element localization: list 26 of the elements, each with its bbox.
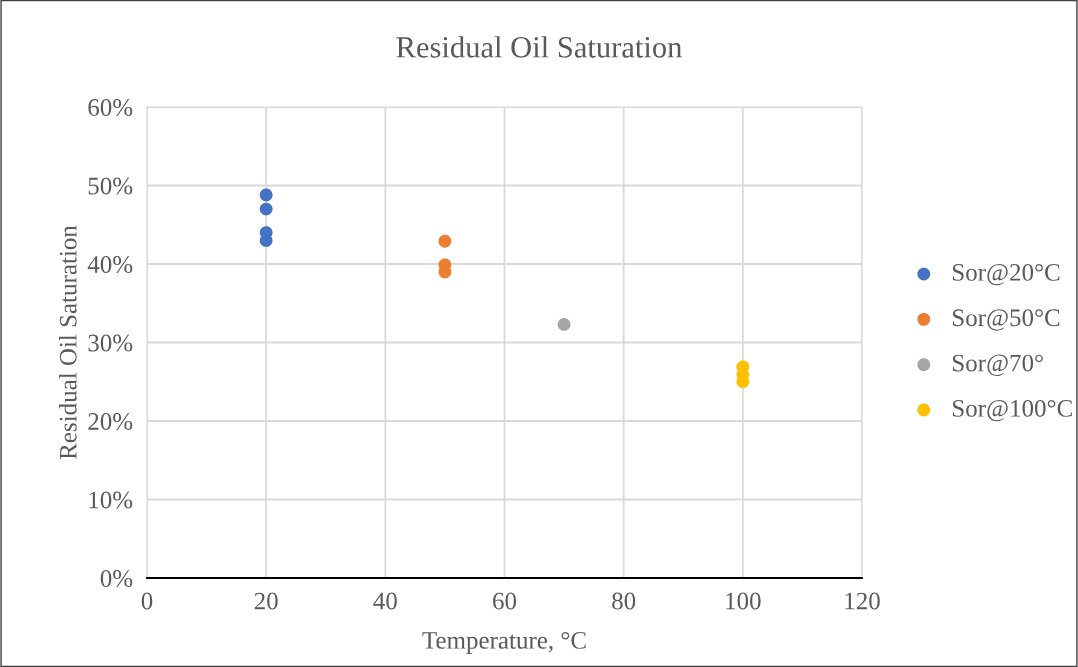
x-tick-label: 20 — [254, 592, 278, 610]
point — [438, 234, 452, 248]
legend-label: Sor@100°C — [952, 399, 1072, 422]
x-tick-label: 40 — [373, 592, 397, 610]
y-tick-label: 60% — [88, 99, 133, 116]
y-tick-label: 0% — [100, 570, 133, 587]
legend-label: Sor@70° — [952, 354, 1043, 376]
point — [259, 188, 273, 202]
legend-label: Sor@20°C — [952, 263, 1060, 286]
legend-label: Sor@50°C — [952, 309, 1060, 331]
point — [557, 318, 571, 331]
x-tick-label: 60 — [493, 592, 517, 610]
point — [259, 202, 273, 216]
x-tick-label: 120 — [845, 592, 880, 610]
y-tick-label: 50% — [88, 177, 133, 195]
y-axis-title: Residual Oil Saturation — [59, 225, 77, 460]
y-tick-label: 20% — [88, 413, 133, 430]
x-tick-label: 0 — [141, 592, 153, 610]
x-tick-label: 80 — [612, 592, 636, 610]
point — [259, 234, 273, 247]
chart-title: Residual Oil Saturation — [396, 36, 682, 58]
y-tick-label: 30% — [88, 334, 133, 352]
y-tick-label: 40% — [87, 256, 133, 273]
x-axis-title: Temperature, °C — [422, 631, 586, 654]
y-tick-label: 10% — [89, 491, 133, 509]
x-tick-label: 100 — [726, 592, 761, 610]
